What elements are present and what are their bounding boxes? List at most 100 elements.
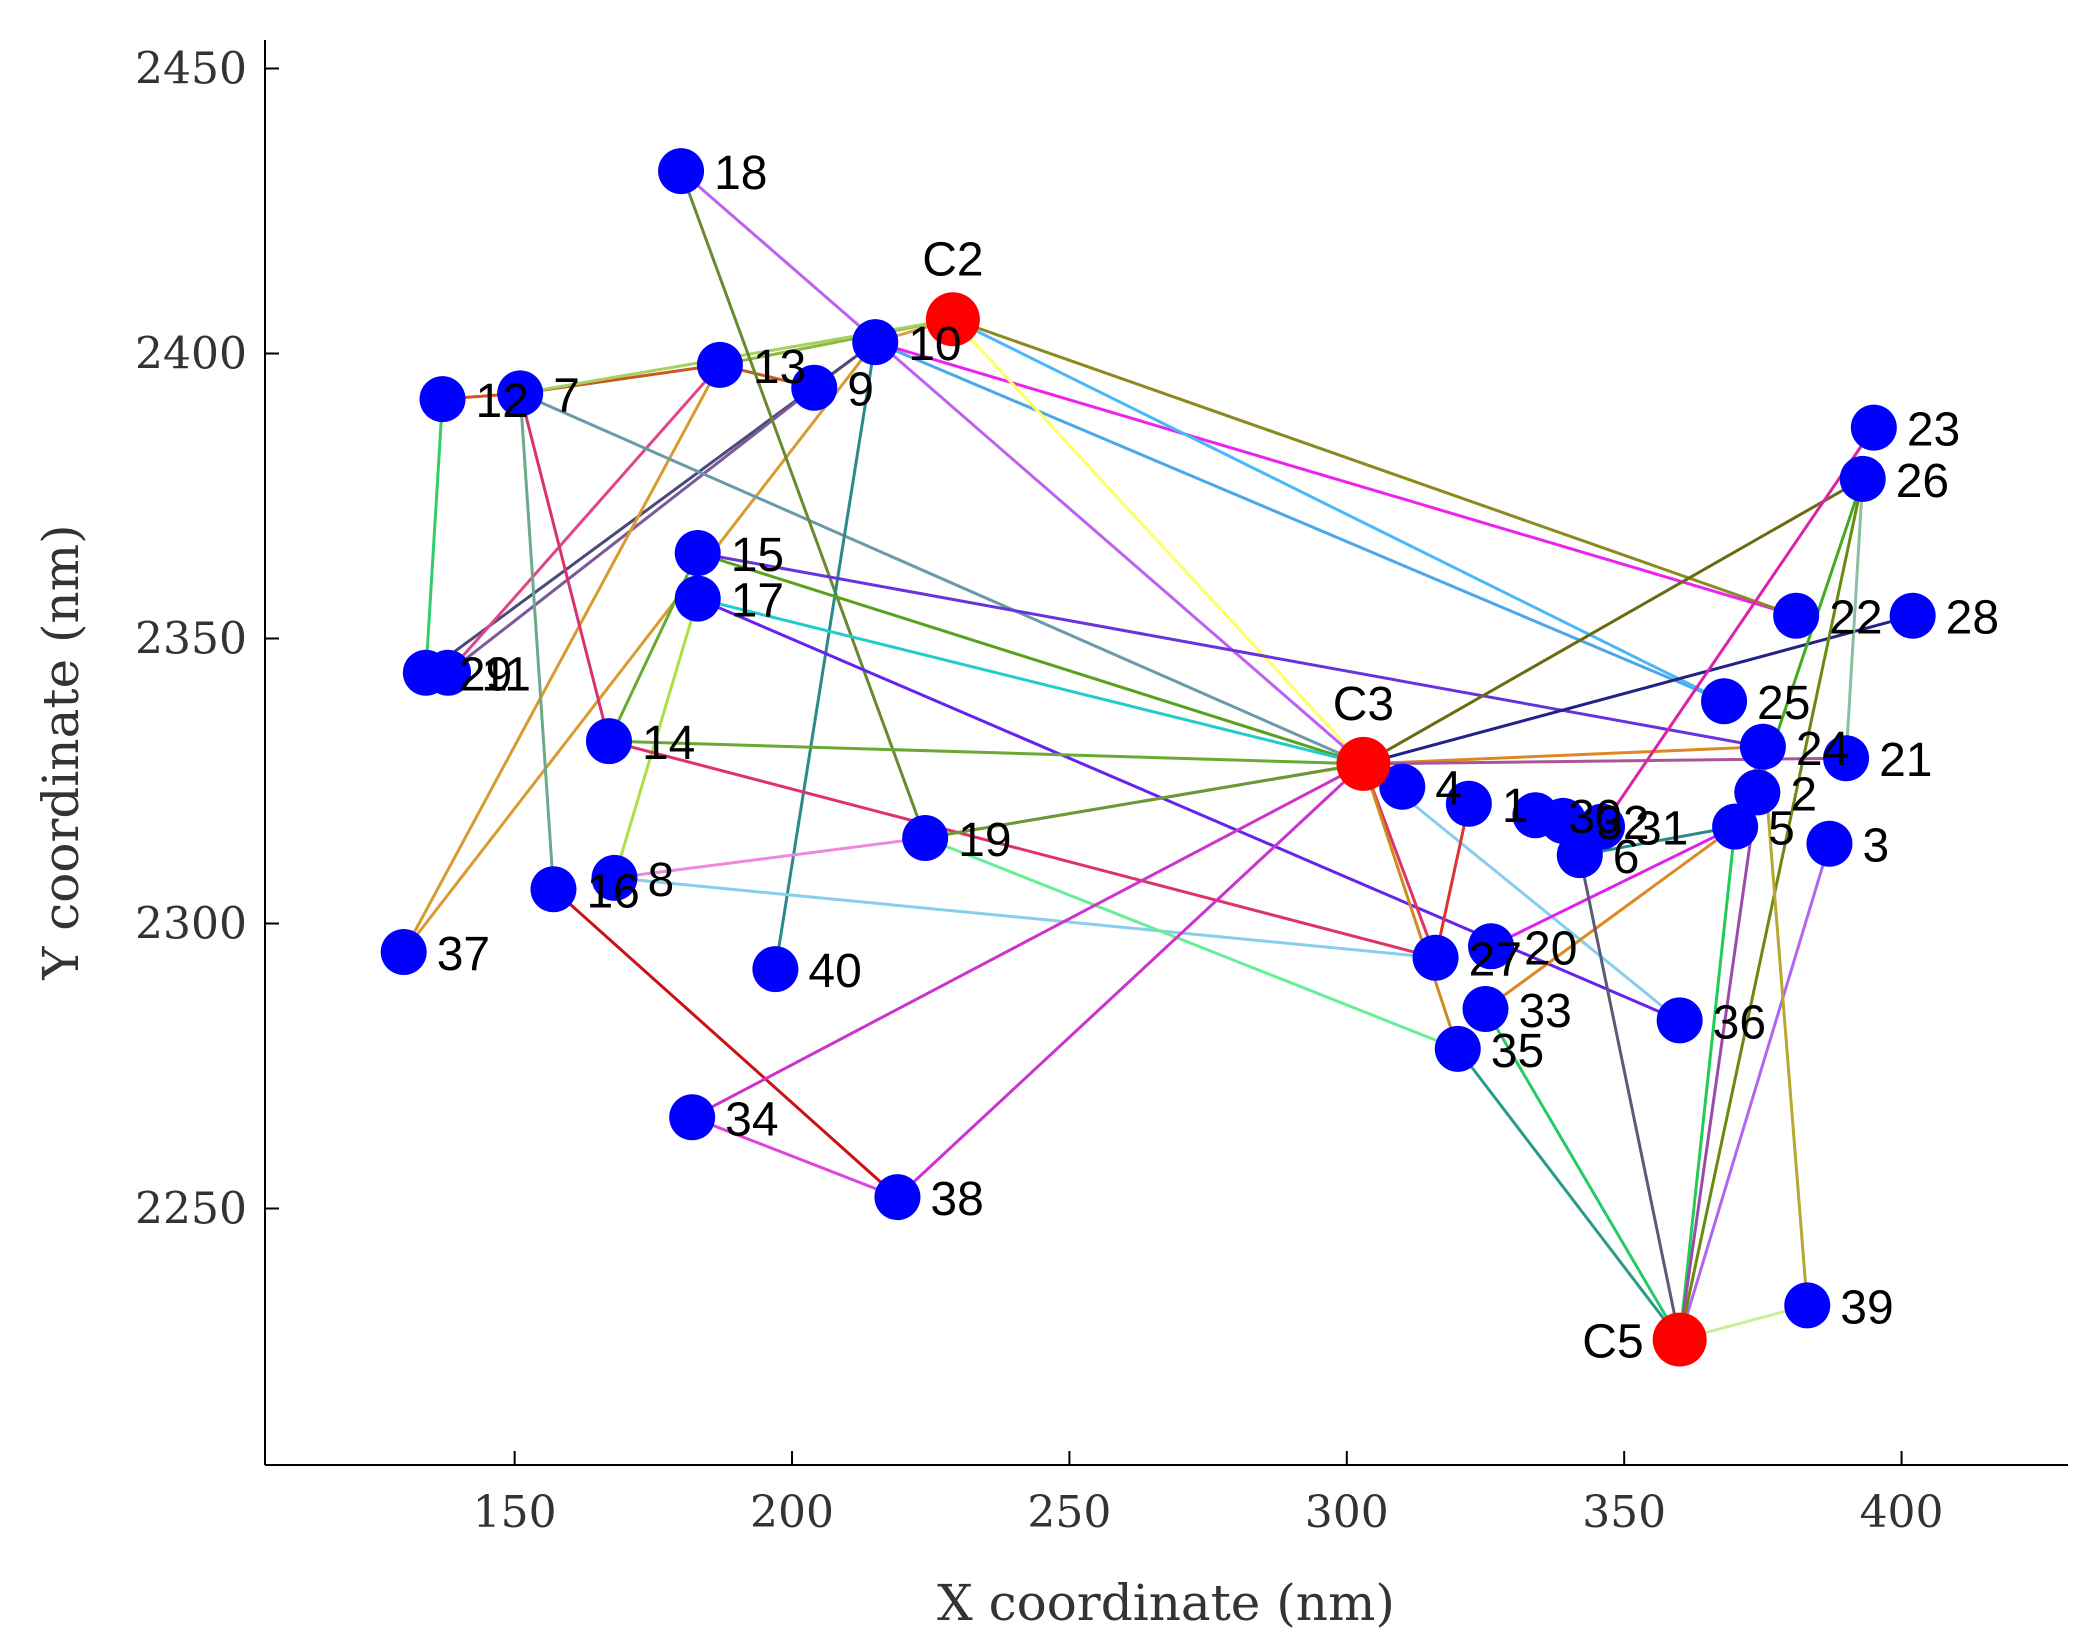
node-14-label: 14 (642, 717, 695, 770)
edge-6-C5 (1578, 853, 1682, 1342)
node-2-point (1734, 769, 1781, 816)
node-25-point (1701, 678, 1748, 725)
node-18-label: 18 (714, 147, 767, 200)
node-31-label: 31 (1635, 803, 1688, 856)
cluster-head-C3-point (1336, 736, 1391, 791)
node-14-point (585, 718, 632, 765)
edge-7-16 (518, 391, 555, 891)
node-25-label: 25 (1757, 677, 1810, 730)
y-tick-label: 2350 (135, 614, 247, 665)
node-16-point (530, 866, 577, 913)
x-tick-label: 300 (1305, 1487, 1389, 1538)
cluster-head-C3-label: C3 (1333, 678, 1394, 731)
edge-15-24 (696, 551, 1765, 749)
node-22-point (1773, 592, 1820, 639)
node-4-point (1379, 763, 1426, 810)
edge-6-5 (1578, 825, 1737, 857)
y-tick-label: 2450 (135, 44, 247, 95)
node-7-label: 7 (553, 369, 580, 422)
edge-19-C3 (923, 762, 1365, 840)
edge-20-5 (1489, 825, 1737, 948)
y-tick-label: 2250 (135, 1184, 247, 1235)
edge-12-29 (424, 397, 445, 675)
node-27-label: 27 (1469, 934, 1522, 987)
node-6-label: 6 (1613, 831, 1640, 884)
edge-2-C5 (1678, 790, 1759, 1342)
node-32-point (1540, 797, 1587, 844)
node-39-label: 39 (1840, 1281, 1893, 1334)
node-37-label: 37 (437, 928, 490, 981)
y-tick-label: 2400 (135, 329, 247, 380)
node-21-point (1823, 735, 1870, 782)
node-12-label: 12 (476, 375, 529, 428)
node-32-label: 32 (1596, 797, 1649, 850)
cluster-head-C2-point (925, 292, 980, 347)
edge-37-10 (402, 340, 877, 954)
node-22-label: 22 (1829, 592, 1882, 645)
x-axis-title: X coordinate (nm) (937, 1574, 1395, 1632)
cluster-head-C5-label: C5 (1582, 1316, 1643, 1369)
edge-17-36 (696, 597, 1682, 1022)
node-33-point (1462, 986, 1509, 1032)
edge-10-25 (873, 340, 1726, 703)
node-10-point (852, 319, 899, 366)
x-tick-label: 350 (1582, 1487, 1666, 1538)
node-28-label: 28 (1946, 592, 1999, 645)
node-35-point (1434, 1025, 1481, 1072)
node-27-point (1412, 934, 1459, 981)
cluster-head-C2-label: C2 (922, 233, 983, 286)
x-tick-label: 400 (1860, 1487, 1944, 1538)
node-3-label: 3 (1862, 820, 1889, 873)
node-9-label: 9 (847, 364, 874, 417)
edge-18-19 (679, 169, 927, 840)
edge-16-38 (551, 887, 899, 1199)
node-16-label: 16 (586, 865, 639, 918)
node-36-point (1656, 997, 1703, 1044)
edge-3-C5 (1678, 842, 1831, 1342)
node-3-point (1806, 820, 1853, 867)
node-26-label: 26 (1896, 455, 1949, 508)
node-30-label: 30 (1568, 791, 1621, 844)
edge-C3-24 (1361, 745, 1765, 766)
edge-31-23 (1600, 426, 1876, 829)
node-13-point (696, 341, 743, 388)
edge-15-C3 (696, 551, 1365, 766)
node-19-point (902, 815, 949, 861)
node-17-point (674, 575, 721, 622)
edge-17-8 (613, 597, 700, 880)
node-29-point (402, 649, 449, 696)
node-38-label: 38 (930, 1173, 983, 1226)
edge-18-C3 (679, 169, 1365, 766)
node-4-label: 4 (1435, 763, 1462, 816)
node-12-point (419, 376, 466, 423)
node-17-label: 17 (731, 575, 784, 628)
edge-7-C3 (518, 391, 1365, 766)
node-39-point (1784, 1282, 1831, 1329)
edge-34-C3 (690, 762, 1365, 1119)
node-5-point (1712, 803, 1759, 850)
node-9-point (791, 364, 838, 411)
edge-19-35 (923, 836, 1460, 1051)
node-26-point (1839, 455, 1886, 502)
edge-26-21 (1844, 477, 1865, 760)
edge-24-39 (1761, 745, 1809, 1307)
y-tick-label: 2300 (135, 899, 247, 950)
node-34-label: 34 (725, 1093, 778, 1146)
cluster-head-C5-point (1652, 1312, 1707, 1367)
edge-C2-22 (951, 317, 1798, 618)
edge-10-22 (873, 340, 1798, 618)
edge-34-38 (690, 1115, 899, 1199)
node-29-label: 29 (459, 649, 512, 702)
axes (264, 40, 2068, 1466)
edges-layer (402, 169, 1915, 1342)
x-tick-label: 250 (1027, 1487, 1111, 1538)
node-38-point (874, 1174, 921, 1221)
edge-27-1 (1434, 802, 1471, 960)
node-20-label: 20 (1524, 922, 1577, 975)
node-20-point (1468, 923, 1515, 970)
node-34-point (669, 1094, 716, 1141)
node-7-point (497, 370, 544, 417)
node-40-point (752, 946, 799, 993)
edge-17-C3 (696, 597, 1365, 766)
edge-C2-25 (951, 317, 1726, 703)
